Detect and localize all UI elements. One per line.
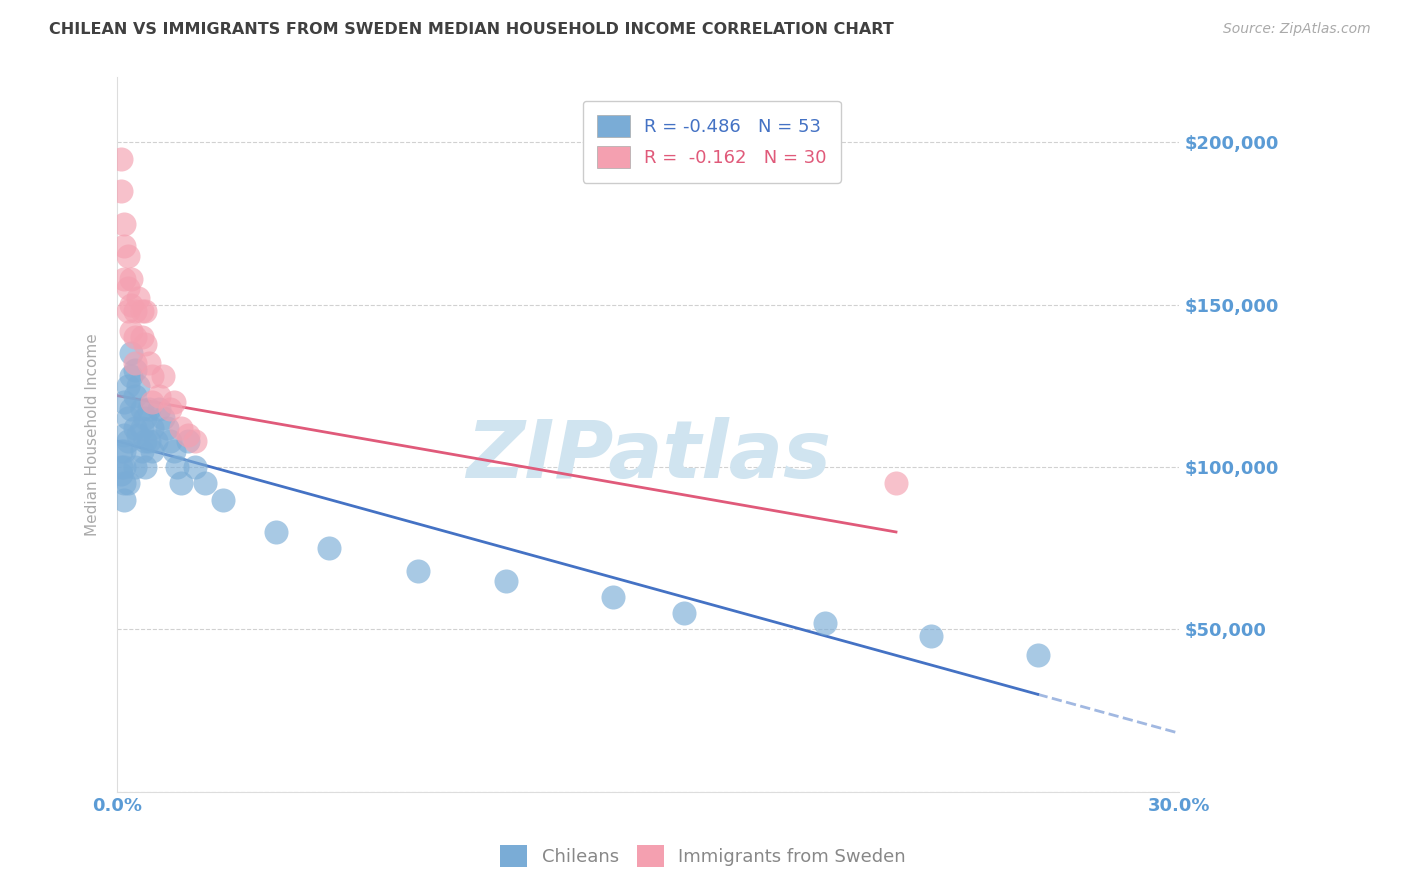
Point <box>134 304 156 318</box>
Point <box>194 476 217 491</box>
Point <box>159 434 181 448</box>
Point <box>117 281 139 295</box>
Point <box>162 443 184 458</box>
Point <box>110 184 132 198</box>
Point <box>110 152 132 166</box>
Point <box>495 574 517 588</box>
Point <box>127 427 149 442</box>
Point <box>884 476 907 491</box>
Point <box>124 304 146 318</box>
Point <box>406 564 429 578</box>
Point <box>112 492 135 507</box>
Point <box>148 401 170 416</box>
Point <box>318 541 340 556</box>
Point <box>131 304 153 318</box>
Text: CHILEAN VS IMMIGRANTS FROM SWEDEN MEDIAN HOUSEHOLD INCOME CORRELATION CHART: CHILEAN VS IMMIGRANTS FROM SWEDEN MEDIAN… <box>49 22 894 37</box>
Point <box>184 434 207 448</box>
Point <box>117 379 139 393</box>
Point <box>131 443 153 458</box>
Point <box>155 421 177 435</box>
Point <box>145 434 167 448</box>
Point <box>141 395 163 409</box>
Point <box>162 395 184 409</box>
Point <box>152 369 174 384</box>
Point <box>117 249 139 263</box>
Point <box>177 434 200 448</box>
Point <box>120 401 142 416</box>
Point <box>112 427 135 442</box>
Point <box>602 590 624 604</box>
Point <box>120 346 142 360</box>
Point <box>131 401 153 416</box>
Point <box>134 434 156 448</box>
Point <box>134 411 156 425</box>
Point <box>117 411 139 425</box>
Point <box>138 434 160 448</box>
Point <box>120 324 142 338</box>
Point <box>170 421 193 435</box>
Point <box>177 427 200 442</box>
Point <box>112 271 135 285</box>
Point <box>124 421 146 435</box>
Point <box>170 476 193 491</box>
Point <box>131 330 153 344</box>
Point <box>141 369 163 384</box>
Text: Source: ZipAtlas.com: Source: ZipAtlas.com <box>1223 22 1371 37</box>
Point <box>159 401 181 416</box>
Legend: R = -0.486   N = 53, R =  -0.162   N = 30: R = -0.486 N = 53, R = -0.162 N = 30 <box>582 101 841 183</box>
Point <box>127 291 149 305</box>
Point <box>672 606 695 620</box>
Point <box>112 395 135 409</box>
Point <box>134 336 156 351</box>
Point <box>141 421 163 435</box>
Point <box>110 443 132 458</box>
Point <box>141 443 163 458</box>
Point <box>120 271 142 285</box>
Point <box>124 460 146 475</box>
Point <box>110 460 132 475</box>
Point <box>814 615 837 630</box>
Point <box>124 356 146 370</box>
Point <box>148 389 170 403</box>
Point <box>920 629 942 643</box>
Point <box>131 421 153 435</box>
Y-axis label: Median Household Income: Median Household Income <box>86 334 100 536</box>
Point <box>127 379 149 393</box>
Point <box>117 304 139 318</box>
Legend: Chileans, Immigrants from Sweden: Chileans, Immigrants from Sweden <box>494 838 912 874</box>
Point <box>120 298 142 312</box>
Point <box>166 460 188 475</box>
Point <box>110 467 132 481</box>
Point <box>112 476 135 491</box>
Point <box>212 492 235 507</box>
Point <box>120 369 142 384</box>
Point <box>138 401 160 416</box>
Point <box>124 362 146 376</box>
Point <box>117 476 139 491</box>
Point <box>152 411 174 425</box>
Point <box>112 460 135 475</box>
Point <box>124 330 146 344</box>
Text: ZIPatlas: ZIPatlas <box>465 417 831 495</box>
Point <box>134 460 156 475</box>
Point <box>138 356 160 370</box>
Point <box>112 217 135 231</box>
Point <box>184 460 207 475</box>
Point <box>124 389 146 403</box>
Point <box>266 524 288 539</box>
Point <box>117 434 139 448</box>
Point <box>112 443 135 458</box>
Point <box>112 239 135 253</box>
Point <box>1026 648 1049 663</box>
